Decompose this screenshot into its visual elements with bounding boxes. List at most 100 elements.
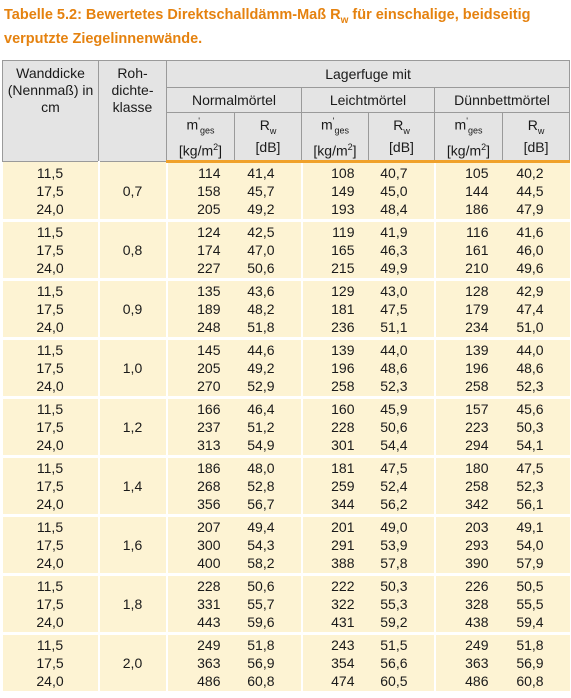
label-sup: ' — [466, 116, 468, 126]
value: 207 — [197, 519, 221, 536]
header-label: Rw — [235, 117, 301, 140]
value: 50,6 — [247, 260, 275, 277]
thickness: 24,0 — [36, 555, 64, 572]
value-cell: 50,5 55,5 59,4 — [502, 574, 570, 636]
thickness: 17,5 — [36, 242, 64, 259]
value: 331 — [197, 596, 221, 613]
value: 42,9 — [516, 283, 544, 300]
value: 344 — [331, 496, 355, 513]
thickness: 11,5 — [36, 342, 64, 359]
header-label: Rw — [503, 117, 569, 140]
value: 189 — [197, 301, 221, 318]
value-cell: 49,0 53,9 57,8 — [368, 515, 436, 577]
value: 363 — [465, 655, 489, 672]
header-label: m'ges — [435, 113, 502, 139]
unit-text: [kg/m — [446, 143, 482, 160]
title-subscript: w — [340, 14, 349, 26]
value: 49,2 — [247, 201, 275, 218]
value: 56,2 — [380, 496, 408, 513]
value-cell: 139 196 258 — [301, 338, 369, 400]
thickness-cell: 11,5 17,5 24,0 — [2, 220, 100, 282]
value-cell: 129 181 236 — [301, 279, 369, 341]
thickness: 24,0 — [36, 437, 64, 454]
label-text: m — [321, 116, 333, 133]
value-cell: 128 179 234 — [434, 279, 503, 341]
value: 196 — [331, 360, 355, 377]
value: 52,3 — [516, 378, 544, 395]
value-cell: 124 174 227 — [166, 220, 235, 282]
value: 128 — [465, 283, 489, 300]
thickness: 24,0 — [36, 378, 64, 395]
value: 129 — [331, 283, 355, 300]
value: 52,8 — [247, 478, 275, 495]
value-cell: 42,9 47,4 51,0 — [502, 279, 570, 341]
value: 165 — [331, 242, 355, 259]
thickness: 17,5 — [36, 478, 64, 495]
value: 45,9 — [380, 401, 408, 418]
value: 56,7 — [247, 496, 275, 513]
value: 49,0 — [380, 519, 408, 536]
value: 145 — [197, 342, 221, 359]
value-cell: 44,0 48,6 52,3 — [502, 338, 570, 400]
value-cell: 40,7 45,0 48,4 — [368, 161, 436, 223]
value: 294 — [465, 437, 489, 454]
label-text: m — [186, 116, 199, 133]
value: 49,2 — [247, 360, 275, 377]
value: 54,9 — [247, 437, 275, 454]
label-text: R — [393, 116, 404, 133]
body-row: 11,5 17,5 24,0 1,8 228 331 443 50,6 55,7 59,6 222 3… — [2, 574, 570, 636]
value: 59,6 — [247, 614, 275, 631]
value: 258 — [465, 478, 489, 495]
value: 49,6 — [516, 260, 544, 277]
value: 43,0 — [380, 283, 408, 300]
unit-text: [kg/m — [178, 143, 214, 160]
header-cell: Dünnbettmörtel — [433, 87, 571, 113]
value: 52,4 — [380, 478, 408, 495]
value: 55,3 — [380, 596, 408, 613]
class-cell: 0,8 — [98, 220, 168, 282]
value: 181 — [331, 301, 355, 318]
value-cell: 139 196 258 — [434, 338, 503, 400]
body-row: 11,5 17,5 24,0 1,2 166 237 313 46,4 51,2 54,9 160 2… — [2, 397, 570, 459]
value: 139 — [331, 342, 355, 359]
value: 313 — [197, 437, 221, 454]
label-sup: ' — [332, 116, 335, 126]
value-cell: 45,6 50,3 54,1 — [502, 397, 570, 459]
value: 59,4 — [516, 614, 544, 631]
value-cell: 51,8 56,9 60,8 — [502, 633, 570, 695]
value: 42,5 — [247, 224, 275, 241]
value: 56,1 — [516, 496, 544, 513]
value-cell: 249 363 486 — [166, 633, 235, 695]
value: 114 — [198, 165, 221, 182]
value: 301 — [331, 437, 355, 454]
value: 222 — [331, 578, 355, 595]
value-cell: 135 189 248 — [166, 279, 235, 341]
body-row: 11,5 17,5 24,0 0,8 124 174 227 42,5 47,0 50,6 119 1… — [2, 220, 570, 282]
value-cell: 43,6 48,2 51,8 — [234, 279, 303, 341]
data-table: Wanddicke (Nennmaß) in cm Roh-dichte-klas… — [2, 59, 571, 695]
value: 46,0 — [516, 242, 544, 259]
thickness-cell: 11,5 17,5 24,0 — [2, 338, 100, 400]
value: 144 — [465, 183, 489, 200]
value: 51,5 — [380, 637, 408, 654]
thickness-cell: 11,5 17,5 24,0 — [2, 456, 100, 518]
value: 249 — [465, 637, 489, 654]
value: 50,5 — [516, 578, 544, 595]
value: 56,9 — [516, 655, 544, 672]
value: 356 — [197, 496, 221, 513]
value: 44,0 — [516, 342, 544, 359]
value: 180 — [465, 460, 489, 477]
value: 259 — [331, 478, 355, 495]
value: 205 — [197, 201, 221, 218]
header-cell: Wanddicke (Nennmaß) in cm — [2, 59, 99, 163]
value: 322 — [331, 596, 355, 613]
thickness: 11,5 — [36, 578, 64, 595]
value: 48,2 — [247, 301, 275, 318]
value-cell: 249 363 486 — [434, 633, 503, 695]
label-text: R — [259, 116, 270, 133]
value-cell: 222 322 431 — [301, 574, 369, 636]
thickness: 11,5 — [36, 637, 64, 654]
value: 268 — [197, 478, 221, 495]
value: 50,6 — [247, 578, 275, 595]
